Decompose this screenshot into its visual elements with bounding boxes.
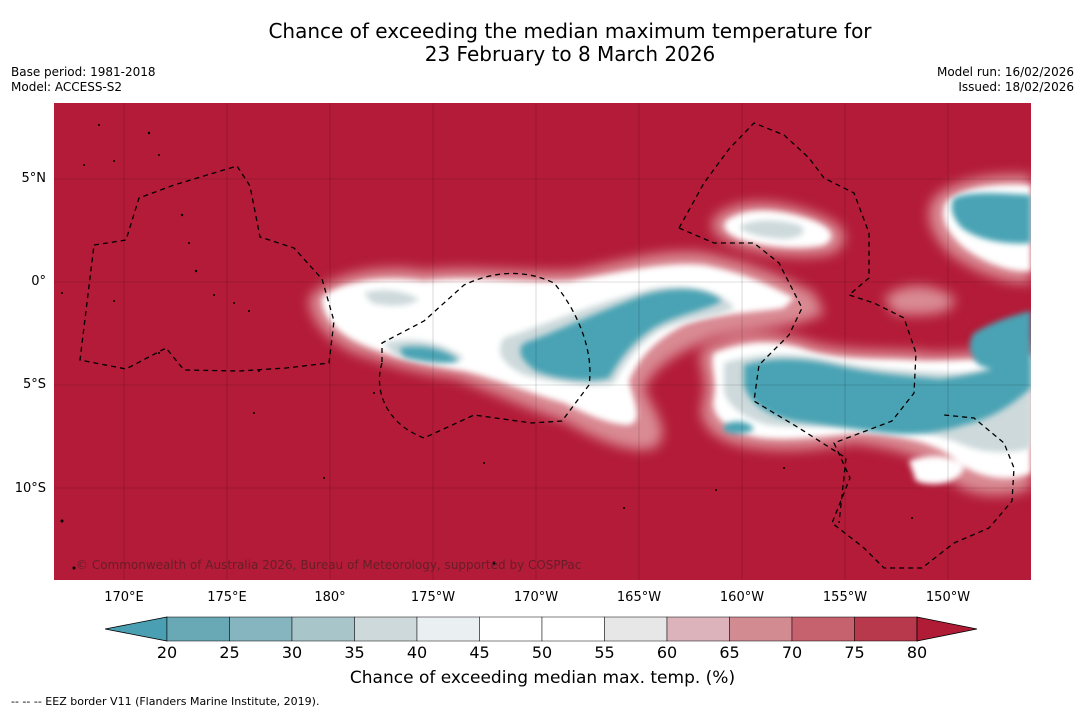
eez-legend-footer: -- -- -- EEZ border V11 (Flanders Marine…	[11, 695, 320, 708]
map-panel: © Commonwealth of Australia 2026, Bureau…	[54, 103, 1031, 580]
chart-title: Chance of exceeding the median maximum t…	[0, 20, 1085, 66]
colorbar-tick-50: 50	[531, 643, 553, 662]
islands	[60, 124, 913, 570]
colorbar-tick-65: 65	[719, 643, 740, 662]
title-line-1: Chance of exceeding the median maximum t…	[268, 19, 872, 43]
lat-label-0: 0°	[31, 274, 46, 289]
model-name: Model: ACCESS-S2	[11, 80, 123, 94]
copyright-credit: © Commonwealth of Australia 2026, Bureau…	[76, 558, 582, 572]
lat-label-5n: 5°N	[21, 171, 47, 186]
colorbar-cell-30-35	[291, 616, 355, 642]
lon-label-170w: 170°W	[513, 590, 559, 605]
colorbar-tick-75: 75	[844, 643, 865, 662]
lon-label-175e: 175°E	[207, 590, 247, 605]
lat-label-10s: 10°S	[14, 481, 46, 496]
colorbar-tick-80: 80	[906, 643, 928, 662]
colorbar-cell-70-75	[791, 616, 855, 642]
lat-label-5s: 5°S	[22, 377, 46, 392]
lon-label-160w: 160°W	[719, 590, 765, 605]
lon-label-170e: 170°E	[104, 590, 144, 605]
gridlines	[54, 103, 1031, 580]
probability-map	[54, 103, 1031, 580]
colorbar-tick-60: 60	[656, 643, 678, 662]
lon-label-180: 180°	[314, 590, 346, 605]
colorbar-arrow-low	[105, 616, 168, 642]
colorbar-tick-35: 35	[344, 643, 365, 662]
colorbar-label: Chance of exceeding median max. temp. (%…	[349, 668, 736, 688]
colorbar-arrow-high	[916, 616, 978, 642]
colorbar-tick-45: 45	[469, 643, 490, 662]
colorbar-cell-60-65	[666, 616, 730, 642]
colorbar	[105, 616, 978, 642]
colorbar-cell-45-50	[479, 616, 543, 642]
colorbar-cell-40-45	[416, 616, 480, 642]
meta-right: Model run: 16/02/2026 Issued: 18/02/2026	[937, 65, 1074, 95]
lon-label-175w: 175°W	[410, 590, 456, 605]
colorbar-cell-35-40	[354, 616, 418, 642]
lon-label-165w: 165°W	[616, 590, 662, 605]
colorbar-tick-70: 70	[781, 643, 803, 662]
title-line-2: 23 February to 8 March 2026	[424, 42, 716, 66]
band-blue	[399, 193, 1031, 435]
lon-label-155w: 155°W	[822, 590, 868, 605]
colorbar-tick-25: 25	[219, 643, 240, 662]
colorbar-tick-40: 40	[406, 643, 428, 662]
colorbar-cell-75-80	[854, 616, 918, 642]
lon-label-150w: 150°W	[925, 590, 971, 605]
eez-borders	[79, 122, 1015, 569]
colorbar-cell-50-55	[541, 616, 605, 642]
colorbar-tick-30: 30	[281, 643, 303, 662]
colorbar-cell-65-70	[729, 616, 793, 642]
base-period: Base period: 1981-2018	[11, 65, 156, 79]
issued-date: Issued: 18/02/2026	[958, 80, 1074, 94]
colorbar-tick-55: 55	[594, 643, 615, 662]
colorbar-cells	[105, 616, 978, 642]
model-run: Model run: 16/02/2026	[936, 65, 1074, 79]
colorbar-cell-55-60	[604, 616, 668, 642]
colorbar-cell-20-25	[166, 616, 230, 642]
colorbar-tick-20: 20	[156, 643, 178, 662]
colorbar-cell-25-30	[229, 616, 293, 642]
meta-left: Base period: 1981-2018 Model: ACCESS-S2	[11, 65, 156, 95]
